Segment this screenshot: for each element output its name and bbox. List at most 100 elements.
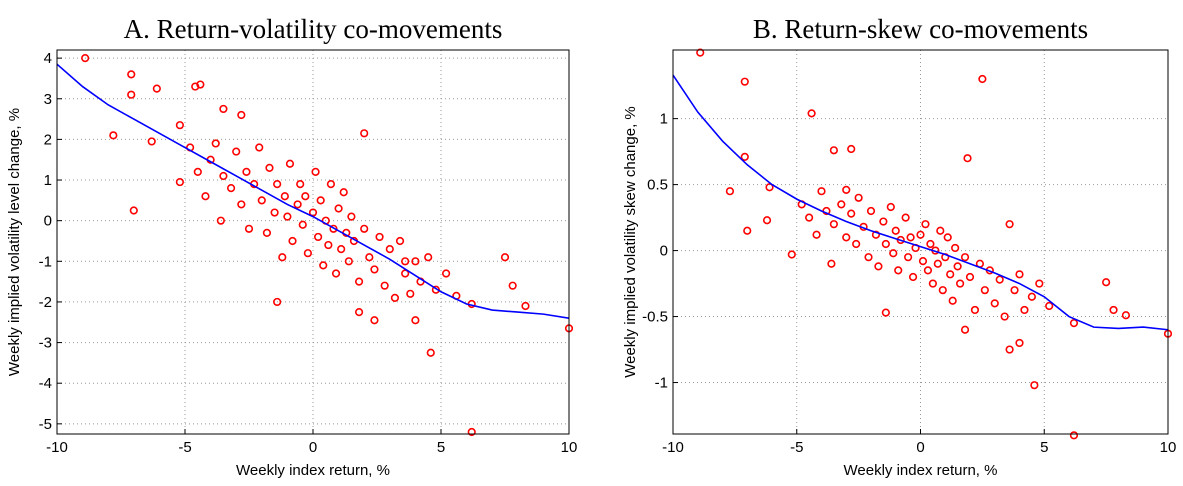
data-point [965,272,975,282]
data-point [337,245,346,254]
data-point [339,188,348,197]
data-point [127,70,136,79]
data-point [805,213,814,222]
data-point [288,236,297,246]
data-point [812,230,821,239]
data-point [926,239,935,249]
data-point [147,137,156,146]
data-point [807,109,816,118]
data-point [928,279,937,288]
data-point [237,110,246,120]
data-point [424,253,433,262]
data-point [740,77,749,86]
data-point [316,196,325,205]
data-point [1005,220,1014,229]
data-point [829,146,838,155]
chart-title: B. Return-skew co-movements [753,14,1088,44]
data-point [963,154,972,163]
data-point [298,220,307,229]
data-point [244,224,254,233]
data-point [314,232,323,242]
data-point [334,204,343,213]
data-point [219,104,228,114]
x-tick-label: 0 [309,439,317,456]
data-point [725,187,735,196]
data-point [916,230,925,239]
data-point [344,257,353,266]
data-point [370,265,379,274]
x-tick-label: 10 [561,439,578,456]
data-point [951,243,960,253]
data-point [257,196,266,205]
y-tick-label: -0.5 [642,309,668,326]
data-point [521,301,530,311]
panel: -10 -5 0 5 10 -1 -0.5 0 0.5 1 B. Return-skew co-mo… [622,14,1176,479]
data-point [894,266,903,275]
data-point [280,192,289,201]
data-point [467,427,476,437]
data-point [273,179,282,189]
data-point [293,200,302,209]
data-point [1102,278,1111,287]
data-point [842,185,851,194]
data-point [847,144,856,154]
data-point [923,266,933,275]
data-point [960,325,970,334]
data-point [360,224,369,233]
data-point [943,233,952,242]
chart-title: A. Return-volatility co-movements [124,14,503,44]
data-point [196,80,205,89]
data-point [1069,431,1079,440]
data-point [175,121,184,130]
data-point [1000,312,1009,321]
data-point [283,212,292,221]
data-point [273,297,282,307]
data-point [817,187,826,196]
data-point [696,48,705,57]
y-axis-label: Weekly implied volatility level change, … [6,108,23,376]
fit-line [57,63,569,319]
data-point [152,84,161,93]
data-point [401,269,410,278]
data-point [874,262,883,271]
data-point [864,253,873,262]
data-point [990,299,999,308]
data-point [1020,305,1029,315]
data-point [829,220,838,229]
data-point [390,293,400,302]
data-point [354,277,364,286]
data-point [375,232,384,242]
x-tick-label: -5 [790,439,803,456]
fit-line [673,74,1168,331]
data-point [226,184,236,193]
y-tick-label: -3 [39,335,52,352]
data-point [740,152,749,161]
x-tick-label: 0 [916,439,924,456]
data-point [827,259,836,268]
data-point [324,240,333,250]
data-point [380,281,389,290]
data-point [955,279,965,288]
data-point [232,147,241,156]
data-point [995,275,1004,284]
data-point [319,261,328,270]
data-point [842,233,851,242]
data-point [285,159,295,168]
y-tick-label: -1 [39,253,52,270]
data-point [255,143,264,152]
x-tick-label: -10 [46,439,68,456]
data-point [847,209,856,218]
data-point [303,249,312,258]
x-axis-label: Weekly index return, % [844,462,998,479]
data-point [354,307,364,317]
y-tick-label: 0.5 [647,177,668,194]
data-point [1069,319,1079,328]
data-point [938,286,947,295]
data-point [881,239,890,249]
data-point [881,308,890,317]
data-point [889,249,898,258]
y-tick-label: 2 [44,131,52,148]
data-point [442,269,451,278]
data-point [1035,279,1044,288]
